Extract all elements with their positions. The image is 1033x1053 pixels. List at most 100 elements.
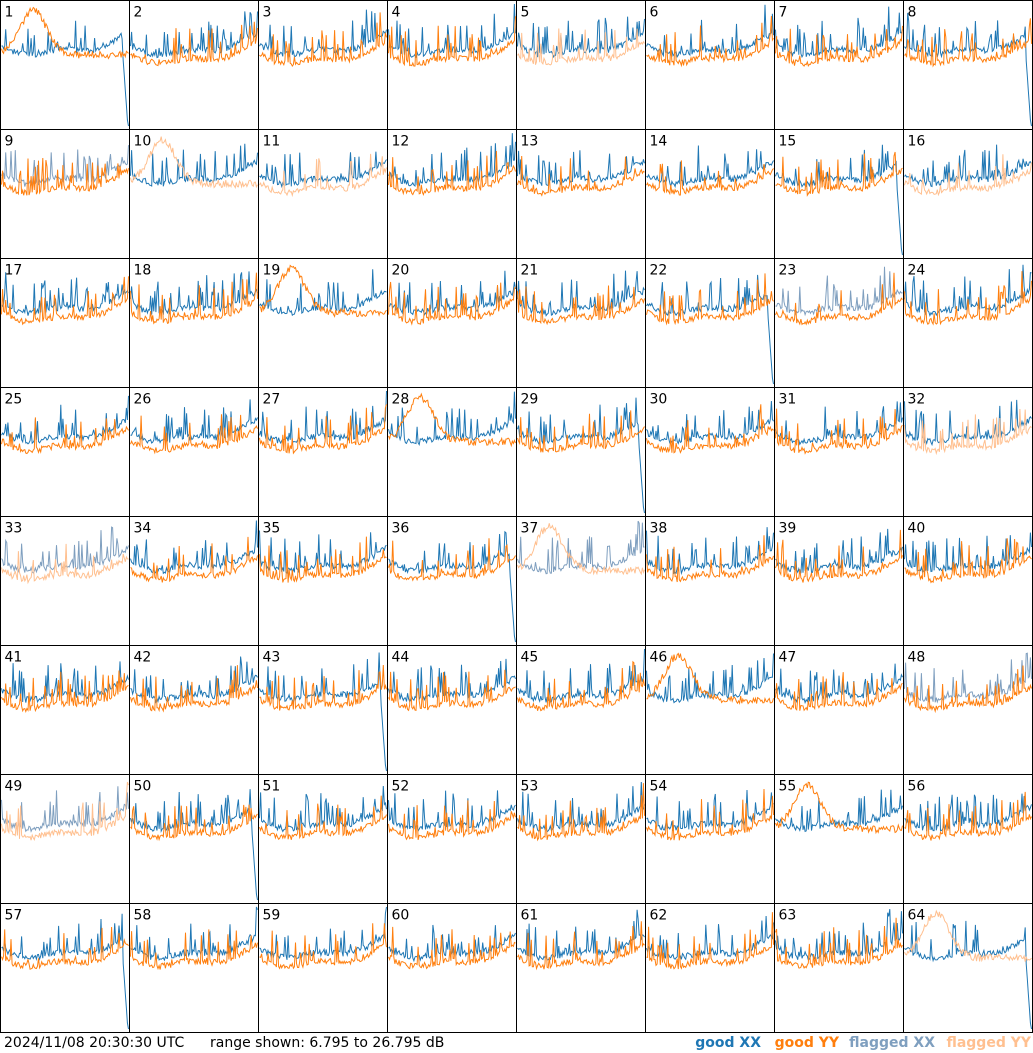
trace-yy: [1, 543, 129, 585]
antenna-panel: 34: [129, 516, 259, 646]
antenna-panel: 15: [774, 129, 904, 259]
antenna-panel: 48: [903, 645, 1033, 775]
panel-frame: [0, 387, 130, 517]
trace-yy: [388, 800, 516, 841]
trace-yy: [775, 408, 903, 455]
panel-label: 55: [779, 779, 797, 795]
panel-label: 22: [650, 263, 668, 279]
panel-label: 27: [263, 392, 281, 408]
panel-label: 11: [263, 134, 281, 150]
antenna-panel: 39: [774, 516, 904, 646]
trace-yy: [517, 921, 645, 971]
antenna-panel: 14: [645, 129, 775, 259]
panel-label: 6: [650, 5, 659, 21]
antenna-panel: 4: [387, 0, 517, 130]
antenna-panel: 51: [258, 774, 388, 904]
panel-label: 43: [263, 650, 281, 666]
antenna-panel: 47: [774, 645, 904, 775]
trace-xx: [775, 789, 903, 833]
trace-yy: [130, 414, 258, 455]
panel-frame: [774, 645, 904, 775]
trace-xx: [388, 270, 516, 316]
trace-yy: [259, 664, 387, 711]
panel-label: 13: [521, 134, 539, 150]
panel-label: 17: [5, 263, 23, 279]
antenna-panel: 17: [0, 258, 130, 388]
panel-label: 64: [908, 908, 926, 924]
antenna-panel: 28: [387, 387, 517, 517]
panel-label: 9: [5, 134, 14, 150]
antenna-panel: 50: [129, 774, 259, 904]
panel-frame: [129, 0, 259, 130]
panel-frame: [903, 774, 1033, 904]
trace-yy: [646, 652, 774, 705]
antenna-panel: 44: [387, 645, 517, 775]
panel-frame: [387, 258, 517, 388]
trace-yy: [646, 535, 774, 583]
panel-label: 53: [521, 779, 539, 795]
panel-label: 45: [521, 650, 539, 666]
antenna-panel: 56: [903, 774, 1033, 904]
panel-frame: [903, 516, 1033, 646]
panel-label: 59: [263, 908, 281, 924]
panel-label: 30: [650, 392, 668, 408]
antenna-panel: 3: [258, 0, 388, 130]
panel-label: 10: [134, 134, 152, 150]
antenna-panel: 10: [129, 129, 259, 259]
panel-label: 20: [392, 263, 410, 279]
trace-yy: [1, 670, 129, 713]
antenna-panel: 37: [516, 516, 646, 646]
antenna-panel: 62: [645, 903, 775, 1033]
trace-xx: [388, 790, 516, 833]
panel-label: 33: [5, 521, 23, 537]
trace-yy: [517, 410, 645, 453]
panel-label: 4: [392, 5, 401, 21]
trace-yy: [130, 136, 258, 189]
legend-flagged-yy: flagged YY: [946, 1035, 1031, 1051]
trace-xx: [259, 269, 387, 317]
antenna-panel: 19: [258, 258, 388, 388]
footer: 2024/11/08 20:30:30 UTC range shown: 6.7…: [0, 1033, 1033, 1053]
panel-label: 60: [392, 908, 410, 924]
panel-label: 24: [908, 263, 926, 279]
trace-xx: [904, 920, 1032, 1030]
trace-yy: [775, 25, 903, 67]
panel-label: 49: [5, 779, 23, 795]
trace-xx: [388, 530, 516, 643]
panel-label: 7: [779, 5, 788, 21]
panel-label: 23: [779, 263, 797, 279]
panel-frame: [516, 903, 646, 1033]
panel-label: 61: [521, 908, 539, 924]
panel-label: 54: [650, 779, 668, 795]
antenna-panel: 24: [903, 258, 1033, 388]
antenna-panel: 26: [129, 387, 259, 517]
legend-good-xx: good XX: [695, 1035, 761, 1051]
trace-yy: [775, 529, 903, 583]
antenna-panel: 25: [0, 387, 130, 517]
trace-yy: [775, 917, 903, 970]
trace-xx: [388, 391, 516, 447]
antenna-panel: 58: [129, 903, 259, 1033]
antenna-panel: 22: [645, 258, 775, 388]
trace-xx: [775, 528, 903, 575]
panel-label: 18: [134, 263, 152, 279]
trace-yy: [259, 153, 387, 198]
antenna-panel: 8: [903, 0, 1033, 130]
antenna-panel: 6: [645, 0, 775, 130]
panel-label: 48: [908, 650, 926, 666]
antenna-panel: 54: [645, 774, 775, 904]
panel-label: 35: [263, 521, 281, 537]
trace-yy: [646, 912, 774, 970]
trace-xx: [517, 909, 645, 962]
trace-xx: [517, 270, 645, 317]
timestamp: 2024/11/08 20:30:30 UTC: [4, 1035, 185, 1051]
panel-frame: [129, 258, 259, 388]
trace-yy: [1, 6, 129, 60]
antenna-panel: 33: [0, 516, 130, 646]
trace-xx: [904, 264, 1032, 317]
panel-label: 21: [521, 263, 539, 279]
antenna-panel: 12: [387, 129, 517, 259]
antenna-panel: 38: [645, 516, 775, 646]
panel-label: 39: [779, 521, 797, 537]
panel-label: 63: [779, 908, 797, 924]
